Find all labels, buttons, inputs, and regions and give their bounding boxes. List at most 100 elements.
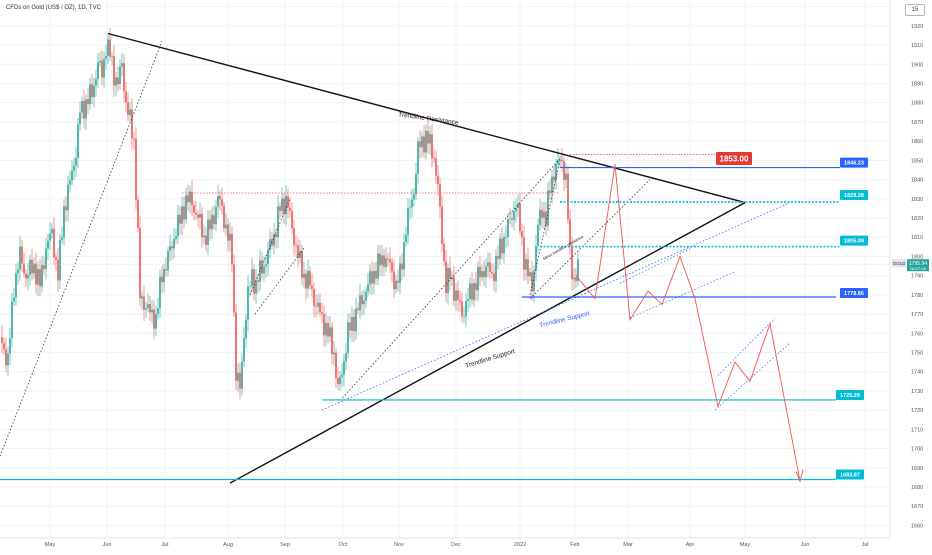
candle-body	[19, 246, 21, 270]
candle-body	[225, 224, 227, 229]
candle-body	[381, 255, 383, 266]
candle-body	[73, 165, 75, 171]
candle-body	[523, 237, 525, 270]
candle-body	[543, 211, 545, 218]
rising-guide-line	[0, 41, 163, 457]
x-tick-label: Dec	[451, 542, 461, 548]
candle-body	[507, 219, 509, 237]
candle-body	[81, 100, 83, 113]
candle-body	[121, 63, 123, 67]
candle-body	[421, 136, 423, 148]
candle-body	[189, 191, 191, 203]
y-tick-label: 1850	[911, 158, 923, 164]
candle-body	[549, 190, 551, 193]
candle-body	[409, 207, 411, 209]
annotation-blue-trendline-support: Trendline Support	[539, 310, 591, 329]
candle-body	[431, 134, 433, 159]
candle-body	[379, 253, 381, 266]
y-tick-label: 1750	[911, 350, 923, 356]
trendline-support	[229, 201, 746, 484]
time-axis[interactable]: May Jun Jul Aug Sep Oct Nov Dec 2022 Feb Mar Apr May…	[0, 537, 890, 548]
candle-body	[383, 255, 385, 267]
candle-body	[399, 263, 401, 283]
price-axis[interactable]: 1660 1670 1680 1690 1700 1710 1720 1730 1740 1750…	[889, 0, 929, 538]
candle-body	[237, 372, 239, 381]
y-tick-label: 1900	[911, 62, 923, 68]
candle-body	[535, 245, 537, 271]
x-tick-label: May	[45, 542, 56, 548]
candle-body	[203, 235, 205, 238]
candle-body	[93, 85, 95, 97]
y-tick-label: 1800	[911, 254, 923, 260]
candle-body	[311, 285, 313, 289]
candle-body	[35, 263, 37, 285]
candle-body	[3, 343, 5, 350]
candle-body	[139, 227, 141, 299]
drawings-layer	[0, 32, 890, 484]
candle-body	[51, 228, 53, 234]
candle-body	[95, 79, 97, 86]
candle-body	[119, 66, 121, 85]
candle-body	[477, 266, 479, 291]
candle-body	[45, 248, 47, 269]
candle-body	[397, 280, 399, 283]
candle-body	[217, 195, 219, 207]
candle-body	[355, 308, 357, 332]
candle-body	[41, 265, 43, 287]
candle-body	[161, 276, 163, 283]
candle-body	[357, 308, 359, 311]
candle-body	[185, 195, 187, 220]
label-1725-bg	[836, 389, 864, 400]
label-1853: 1853.00	[716, 152, 752, 165]
candle-body	[369, 271, 371, 285]
candle-body	[567, 173, 569, 220]
label-1853-text: 1853.00	[720, 154, 749, 163]
y-tick-label: 1660	[911, 523, 923, 529]
y-tick-label: 1700	[911, 447, 923, 453]
candle-body	[75, 157, 77, 166]
candle-body	[445, 261, 447, 294]
candle-body	[173, 239, 175, 249]
candle-body	[67, 184, 69, 211]
candle-body	[359, 295, 361, 311]
y-tick-label: 1790	[911, 274, 923, 280]
top-right-badge[interactable]: 15	[905, 4, 925, 16]
label-1853-bg	[716, 152, 752, 165]
candle-body	[11, 301, 13, 339]
x-tick-label: Sep	[280, 542, 290, 548]
candle-body	[209, 219, 211, 230]
proj-channel-lower	[629, 271, 736, 319]
candle-body	[113, 56, 115, 86]
candle-body	[181, 206, 183, 224]
candle-body	[371, 271, 373, 284]
y-tick-label: 1720	[911, 408, 923, 414]
current-price-value: 1795.94	[909, 261, 927, 267]
candle-body	[349, 322, 351, 331]
candle-body	[537, 225, 539, 246]
candle-body	[467, 298, 469, 301]
candle-body	[69, 180, 71, 185]
candle-body	[159, 276, 161, 309]
candle-body	[529, 272, 531, 277]
candle-body	[361, 295, 363, 305]
label-1846-bg	[840, 157, 868, 168]
candle-body	[165, 269, 167, 271]
candle-body	[503, 237, 505, 254]
current-price-symbol: GOLD	[893, 261, 907, 266]
candle-body	[323, 313, 325, 336]
candle-body	[539, 209, 541, 226]
candle-body	[365, 291, 367, 301]
candle-body	[493, 273, 495, 282]
candle-body	[455, 290, 457, 301]
candle-body	[205, 235, 207, 245]
candle-body	[15, 273, 17, 298]
candle-body	[313, 288, 315, 306]
blue-trendline-support	[321, 202, 791, 411]
candle-body	[143, 296, 145, 310]
candle-body	[147, 304, 149, 309]
candle-body	[469, 283, 471, 299]
annotation-trendline-resistance: Trendline Resistance	[398, 111, 460, 126]
